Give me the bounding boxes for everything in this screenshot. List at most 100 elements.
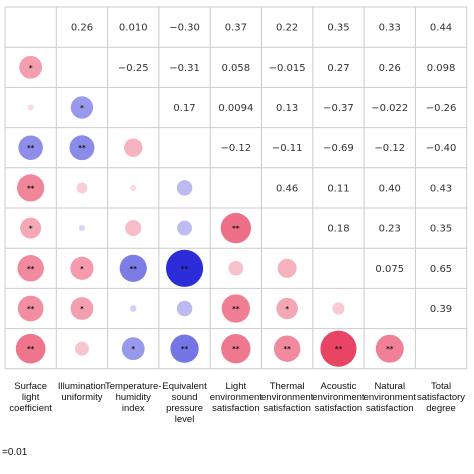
significance-stars: ** [27, 144, 35, 152]
significance-stars: ** [27, 265, 35, 273]
significance-stars: ** [78, 144, 86, 152]
correlation-circle [124, 138, 143, 157]
correlation-value-label: 0.35 [327, 23, 349, 34]
significance-stars: * [80, 265, 84, 273]
correlation-circle [165, 249, 204, 287]
x-axis-label: light [22, 392, 40, 403]
significance-stars: * [29, 225, 33, 233]
correlation-value-label: 0.43 [430, 183, 452, 194]
x-axis-label: satisfaction [212, 403, 260, 414]
correlation-value-label: 0.35 [430, 224, 452, 235]
significance-stars: ** [232, 305, 240, 313]
x-axis-label: humidity [116, 392, 152, 403]
x-axis-label: degree [426, 403, 456, 414]
significance-footnote: =0.01 [2, 447, 28, 458]
correlation-circle [70, 96, 94, 119]
correlation-value-label: −0.12 [221, 143, 252, 154]
correlation-circle [15, 333, 46, 364]
significance-stars: ** [181, 345, 189, 353]
correlation-circle [129, 305, 137, 312]
x-axis-label: pressure [166, 403, 203, 414]
correlation-circle [69, 135, 95, 161]
correlation-circle [125, 220, 142, 237]
correlation-circle [70, 297, 94, 320]
correlation-values: 0.26 0.010 −0.30 0.37 0.22 0.35 0.33 0.44 −0.25 −… [71, 23, 457, 315]
x-axis-label: Surface [14, 381, 47, 392]
x-axis-label: Light [226, 381, 247, 392]
correlation-circle [74, 341, 89, 356]
correlation-circle [176, 180, 193, 196]
significance-stars: ** [181, 265, 189, 273]
correlation-value-label: 0.46 [276, 183, 298, 194]
correlation-value-label: 0.65 [430, 264, 452, 275]
correlation-value-label: 0.44 [430, 23, 452, 34]
significance-stars: ** [130, 265, 138, 273]
significance-stars: * [80, 104, 84, 112]
x-axis-label: coefficient [9, 403, 52, 414]
correlation-value-label: 0.27 [327, 63, 349, 74]
correlation-circle [375, 334, 404, 363]
correlation-value-label: 0.18 [327, 224, 349, 235]
correlation-circle [119, 254, 147, 282]
significance-stars: ** [386, 345, 394, 353]
significance-stars: * [29, 64, 33, 72]
correlation-value-label: 0.33 [379, 23, 401, 34]
x-axis-label: Illumination [58, 381, 106, 392]
correlation-circle [19, 55, 43, 79]
x-axis-label: satisfaction [263, 403, 311, 414]
correlation-circle [221, 294, 251, 323]
significance-stars: ** [232, 345, 240, 353]
correlation-circle [18, 135, 43, 160]
correlation-value-label: 0.17 [173, 103, 195, 114]
correlation-circle [332, 302, 345, 315]
correlation-circle [176, 300, 193, 317]
correlation-value-label: 0.058 [222, 63, 251, 74]
correlation-value-label: 0.37 [225, 23, 247, 34]
x-axis-label: environment [210, 392, 263, 403]
grid-lines [4, 6, 468, 370]
x-axis-label: environment [364, 392, 417, 403]
correlation-circle [17, 255, 44, 282]
x-axis-label: environment [312, 392, 365, 403]
correlation-value-label: 0.13 [276, 103, 298, 114]
correlation-circle [277, 258, 297, 278]
x-axis-label: environment [261, 392, 314, 403]
correlation-circle [27, 104, 34, 111]
correlation-value-label: 0.26 [379, 63, 401, 74]
significance-stars: * [285, 305, 289, 313]
significance-stars: ** [283, 345, 291, 353]
correlation-value-label: −0.25 [118, 63, 149, 74]
correlation-circle [273, 335, 301, 362]
x-axis-label: Natural [374, 381, 405, 392]
correlation-value-label: −0.31 [169, 63, 200, 74]
correlation-value-label: −0.11 [272, 143, 303, 154]
correlation-circle [320, 330, 357, 367]
x-axis-label: Equivalent [162, 381, 207, 392]
significance-stars: ** [27, 184, 35, 192]
correlation-circle [78, 225, 85, 232]
correlation-circle [17, 174, 45, 202]
correlation-value-label: −0.26 [426, 103, 457, 114]
correlation-circle [76, 182, 88, 194]
x-axis-label: level [175, 414, 195, 425]
correlation-value-label: 0.010 [119, 23, 148, 34]
correlation-circles: **** ***** **** * ** **** * ** *** * ** ** ** ** ** [15, 55, 404, 367]
correlation-circle [70, 256, 94, 280]
correlation-value-label: 0.098 [427, 63, 456, 74]
x-axis-label: Acoustic [320, 381, 356, 392]
correlation-circle [20, 217, 42, 239]
correlation-value-label: 0.11 [327, 183, 349, 194]
x-axis-label: satisfaction [315, 403, 363, 414]
correlation-circle [220, 212, 252, 244]
correlation-value-label: −0.015 [269, 63, 306, 74]
correlation-circle [170, 334, 199, 363]
significance-stars: * [80, 305, 84, 313]
correlation-circle [221, 334, 251, 364]
correlation-value-label: 0.23 [379, 224, 401, 235]
significance-stars: ** [27, 305, 35, 313]
x-axis-label: Temperature- [105, 381, 162, 392]
correlation-circle [130, 184, 137, 191]
correlation-circle [177, 220, 192, 236]
